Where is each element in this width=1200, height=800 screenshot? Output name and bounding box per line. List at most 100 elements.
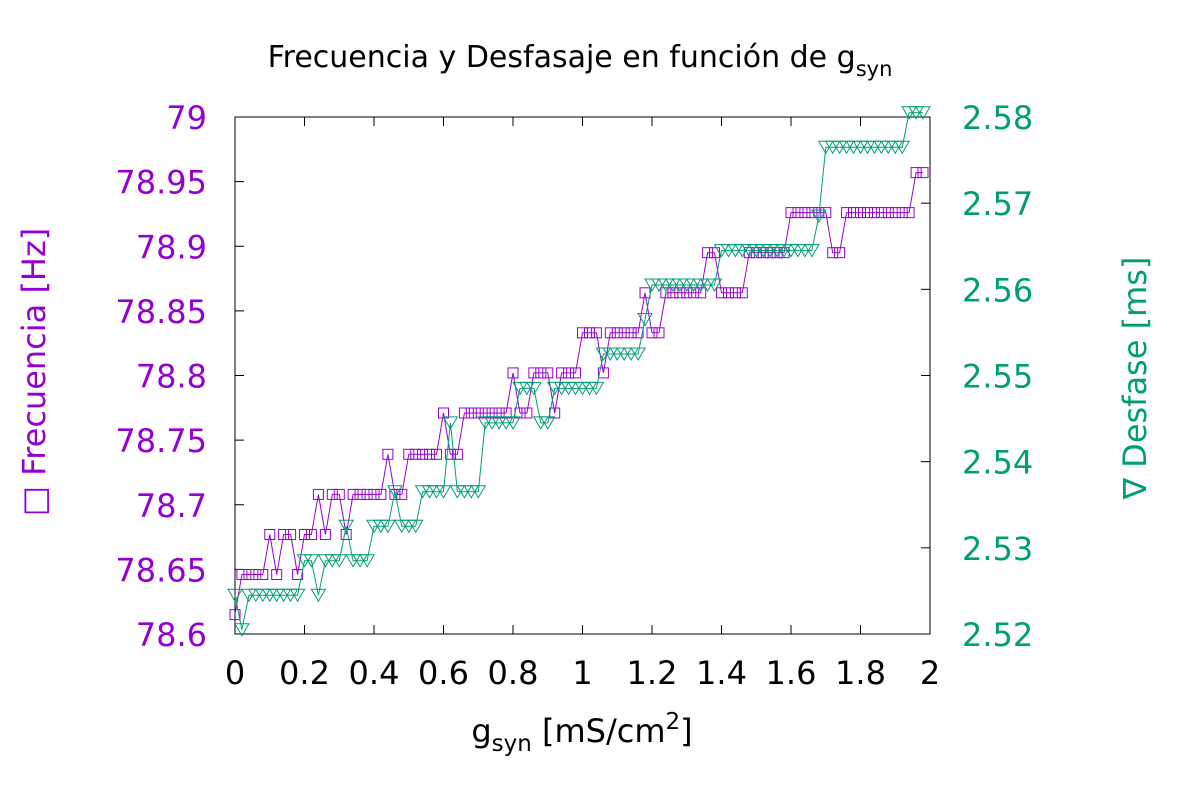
x-tick-label: 0.2 xyxy=(279,654,330,692)
data-point-frecuencia xyxy=(834,247,846,259)
data-point-frecuencia xyxy=(465,407,477,419)
data-point-frecuencia xyxy=(382,448,394,460)
y-left-tick-label: 78.7 xyxy=(136,487,207,525)
data-point-frecuencia xyxy=(535,367,547,379)
y-left-tick-label: 78.9 xyxy=(136,228,207,266)
data-point-frecuencia xyxy=(723,287,734,299)
data-point-desfase xyxy=(588,381,605,396)
data-point-desfase xyxy=(804,244,820,258)
x-tick-label: 1.8 xyxy=(835,654,886,692)
data-point-frecuencia xyxy=(625,327,637,339)
data-point-frecuencia xyxy=(695,287,707,299)
data-point-frecuencia xyxy=(493,407,505,419)
x-tick-label: 0 xyxy=(225,654,245,692)
data-point-frecuencia xyxy=(910,167,922,179)
data-point-desfase xyxy=(435,485,452,499)
data-point-frecuencia xyxy=(632,327,644,339)
data-point-frecuencia xyxy=(806,207,818,219)
data-point-frecuencia xyxy=(319,529,331,540)
y-right-axis-ticks: 2.52 2.53 2.54 2.55 2.56 2.57 2.58 xyxy=(921,99,1033,654)
y-left-tick-label: 79 xyxy=(166,99,207,137)
data-point-frecuencia xyxy=(855,207,866,219)
x-tick-label: 1.4 xyxy=(696,654,747,692)
data-point-desfase xyxy=(539,416,556,430)
series-desfase xyxy=(227,106,931,637)
series-layer xyxy=(227,106,931,637)
data-point-frecuencia xyxy=(458,407,470,419)
data-point-frecuencia xyxy=(660,287,672,299)
data-point-desfase xyxy=(915,106,931,120)
y-left-axis-ticks: 78.6 78.65 78.7 78.75 78.8 78.85 78.9 78.95 79 xyxy=(115,99,244,654)
data-point-frecuencia xyxy=(618,327,630,339)
data-point-frecuencia xyxy=(361,488,373,500)
series-line-frecuencia xyxy=(234,172,923,615)
data-point-desfase xyxy=(338,519,355,534)
y-left-tick-label: 78.75 xyxy=(115,422,207,460)
data-point-desfase xyxy=(442,416,459,430)
series-line-desfase xyxy=(234,112,923,630)
data-point-frecuencia xyxy=(896,207,908,219)
y-right-tick-label: 2.54 xyxy=(962,444,1033,482)
data-point-desfase xyxy=(234,623,250,637)
data-point-desfase xyxy=(227,588,243,603)
x-tick-label: 0.6 xyxy=(418,654,469,692)
y-left-tick-label: 78.65 xyxy=(115,551,207,589)
y-right-tick-label: 2.55 xyxy=(962,358,1033,396)
data-point-desfase xyxy=(637,313,653,327)
data-point-frecuencia xyxy=(326,488,338,500)
data-point-frecuencia xyxy=(604,327,616,339)
data-point-frecuencia xyxy=(424,448,436,460)
data-point-frecuencia xyxy=(340,529,352,540)
data-point-frecuencia xyxy=(521,407,533,419)
data-point-frecuencia xyxy=(799,207,811,219)
data-point-frecuencia xyxy=(827,247,839,259)
data-point-frecuencia xyxy=(417,448,429,460)
y-right-tick-label: 2.52 xyxy=(962,616,1033,654)
data-point-frecuencia xyxy=(250,569,262,580)
data-point-frecuencia xyxy=(917,167,929,179)
y-right-axis-label: ∇ Desfase [ms] xyxy=(1116,257,1154,501)
x-tick-label: 1 xyxy=(572,654,592,692)
data-point-frecuencia xyxy=(667,287,679,299)
data-point-desfase xyxy=(894,140,911,155)
y-right-tick-label: 2.57 xyxy=(962,185,1033,223)
data-point-frecuencia xyxy=(570,367,581,379)
data-point-frecuencia xyxy=(305,529,317,540)
data-point-frecuencia xyxy=(271,569,283,580)
data-point-frecuencia xyxy=(729,287,741,299)
data-point-desfase xyxy=(706,278,723,292)
data-point-frecuencia xyxy=(584,327,595,339)
plot-frame xyxy=(234,116,931,635)
data-point-frecuencia xyxy=(875,207,887,219)
data-point-frecuencia xyxy=(257,569,269,580)
chart-title: Frecuencia y Desfasaje en función de gsy… xyxy=(268,40,893,81)
data-point-frecuencia xyxy=(410,448,422,460)
data-point-frecuencia xyxy=(653,327,665,339)
data-point-desfase xyxy=(359,554,375,568)
data-point-frecuencia xyxy=(368,488,380,500)
data-point-desfase xyxy=(289,588,306,603)
data-point-frecuencia xyxy=(278,529,290,540)
data-point-desfase xyxy=(630,347,646,361)
x-axis-label: gsyn [mS/cm2] xyxy=(471,709,692,757)
data-point-desfase xyxy=(505,416,521,430)
data-point-frecuencia xyxy=(785,207,797,219)
data-point-desfase xyxy=(810,209,827,224)
y-right-tick-label: 2.53 xyxy=(962,530,1033,568)
data-point-frecuencia xyxy=(528,367,540,379)
data-point-frecuencia xyxy=(556,367,568,379)
x-tick-label: 0.8 xyxy=(488,654,539,692)
series-frecuencia xyxy=(229,167,929,621)
data-point-frecuencia xyxy=(716,287,727,299)
data-point-frecuencia xyxy=(868,207,880,219)
data-point-frecuencia xyxy=(903,207,915,219)
data-point-frecuencia xyxy=(299,529,310,540)
data-point-frecuencia xyxy=(312,488,324,500)
data-point-frecuencia xyxy=(285,529,297,540)
data-point-frecuencia xyxy=(848,207,859,219)
data-point-desfase xyxy=(407,519,424,534)
x-tick-label: 1.6 xyxy=(766,654,817,692)
x-tick-label: 0.4 xyxy=(349,654,400,692)
data-point-desfase xyxy=(470,485,487,499)
